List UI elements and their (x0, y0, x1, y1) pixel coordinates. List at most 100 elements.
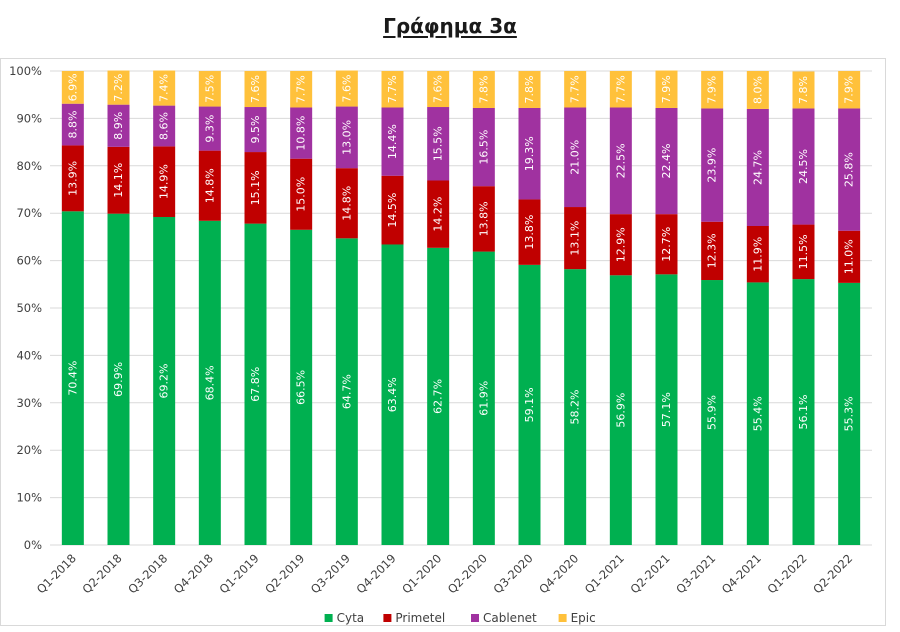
x-tick-label: Q2-2021 (628, 551, 673, 596)
x-tick-label: Q1-2021 (582, 551, 627, 596)
bar-segment (244, 71, 267, 108)
data-label: 57.1% (660, 392, 673, 427)
bar-segment (107, 213, 130, 545)
bar-segment (381, 175, 404, 245)
data-label: 24.7% (751, 150, 764, 185)
y-tick-label: 90% (16, 111, 42, 125)
bar-segment (792, 108, 815, 225)
bar-segment (838, 282, 861, 545)
bar-segment (107, 70, 130, 105)
bar-segment (655, 274, 678, 545)
data-label: 61.9% (477, 381, 490, 416)
data-label: 7.4% (158, 74, 171, 102)
data-label: 56.1% (797, 395, 810, 430)
data-label: 25.8% (843, 152, 856, 187)
bar-segment (792, 224, 815, 280)
data-label: 10.8% (295, 116, 308, 151)
bar-segment (427, 71, 450, 108)
legend-swatch (471, 614, 479, 622)
bar-segment (107, 104, 130, 147)
data-label: 55.3% (843, 396, 856, 431)
data-label: 56.9% (614, 393, 627, 428)
y-tick-label: 80% (16, 159, 42, 173)
gridlines (50, 70, 872, 546)
bar-segment (564, 107, 587, 208)
bar-segment (335, 70, 358, 107)
data-label: 70.4% (66, 361, 79, 396)
data-labels: 70.4% 13.9% 8.8% 6.9% 69.9% 14.1% 8.9% 7.2% 69.2… (66, 73, 855, 431)
bar-segment (153, 216, 176, 545)
bar-segment (701, 71, 724, 109)
data-label: 14.2% (432, 197, 445, 232)
bar-segment (472, 71, 495, 108)
legend: Cyta Primetel Cablenet Epic (324, 611, 596, 625)
data-label: 7.7% (614, 75, 627, 103)
bar-segment (427, 180, 450, 248)
x-tick-label: Q1-2022 (765, 551, 810, 596)
bar-segment (701, 221, 724, 281)
data-label: 21.0% (569, 140, 582, 175)
data-label: 7.9% (660, 75, 673, 103)
bar-segment (198, 106, 221, 151)
data-label: 11.9% (751, 237, 764, 272)
data-label: 69.9% (112, 362, 125, 397)
data-label: 55.9% (706, 395, 719, 430)
data-label: 69.2% (158, 364, 171, 399)
bar-segment (472, 186, 495, 252)
x-tick-label: Q3-2020 (491, 551, 536, 596)
bar-segment (335, 106, 358, 169)
data-label: 16.5% (477, 130, 490, 165)
data-label: 14.9% (158, 164, 171, 199)
data-label: 15.1% (249, 170, 262, 205)
bar-segment (290, 229, 313, 546)
data-label: 64.7% (340, 374, 353, 409)
data-label: 13.0% (340, 120, 353, 155)
bar-segment (107, 146, 130, 214)
data-label: 11.5% (797, 234, 810, 269)
bar-segment (290, 71, 313, 108)
data-label: 7.6% (249, 75, 262, 103)
x-tick-label: Q1-2018 (34, 551, 79, 596)
data-label: 8.0% (751, 76, 764, 104)
bar-segment (61, 71, 84, 104)
data-label: 23.9% (706, 148, 719, 183)
chart-title: Γράφημα 3α (383, 14, 517, 38)
bar-segment (381, 244, 404, 545)
bar-segment (61, 145, 84, 212)
data-label: 7.2% (112, 74, 125, 102)
data-label: 13.1% (569, 221, 582, 256)
bar-segment (290, 107, 313, 159)
data-label: 14.8% (203, 168, 216, 203)
bar-segment (701, 280, 724, 545)
data-label: 7.6% (340, 75, 353, 103)
data-label: 7.9% (706, 76, 719, 104)
legend-swatch (383, 614, 392, 622)
bar-segment (792, 279, 815, 545)
bar-segment (472, 251, 495, 545)
x-tick-label: Q4-2020 (536, 551, 581, 596)
bar-segment (290, 158, 313, 230)
y-tick-label: 20% (16, 443, 42, 457)
bar-segment (564, 269, 587, 545)
data-label: 7.5% (203, 75, 216, 103)
bar-segment (472, 107, 495, 187)
data-label: 22.4% (660, 144, 673, 179)
bar-segment (655, 70, 678, 108)
y-tick-label: 0% (24, 538, 42, 552)
bar-segment (61, 211, 84, 545)
legend-label: Epic (571, 611, 596, 625)
data-label: 14.8% (340, 186, 353, 221)
data-label: 8.6% (158, 112, 171, 140)
data-label: 7.7% (295, 75, 308, 103)
bar-segment (427, 247, 450, 545)
bar-segment (609, 275, 632, 545)
bar-segment (198, 220, 221, 545)
bar-segment (655, 107, 678, 215)
data-label: 7.9% (843, 76, 856, 104)
data-label: 14.1% (112, 163, 125, 198)
bar-segment (153, 70, 176, 106)
data-label: 8.9% (112, 112, 125, 140)
data-label: 63.4% (386, 377, 399, 412)
x-tick-label: Q3-2019 (308, 551, 353, 596)
